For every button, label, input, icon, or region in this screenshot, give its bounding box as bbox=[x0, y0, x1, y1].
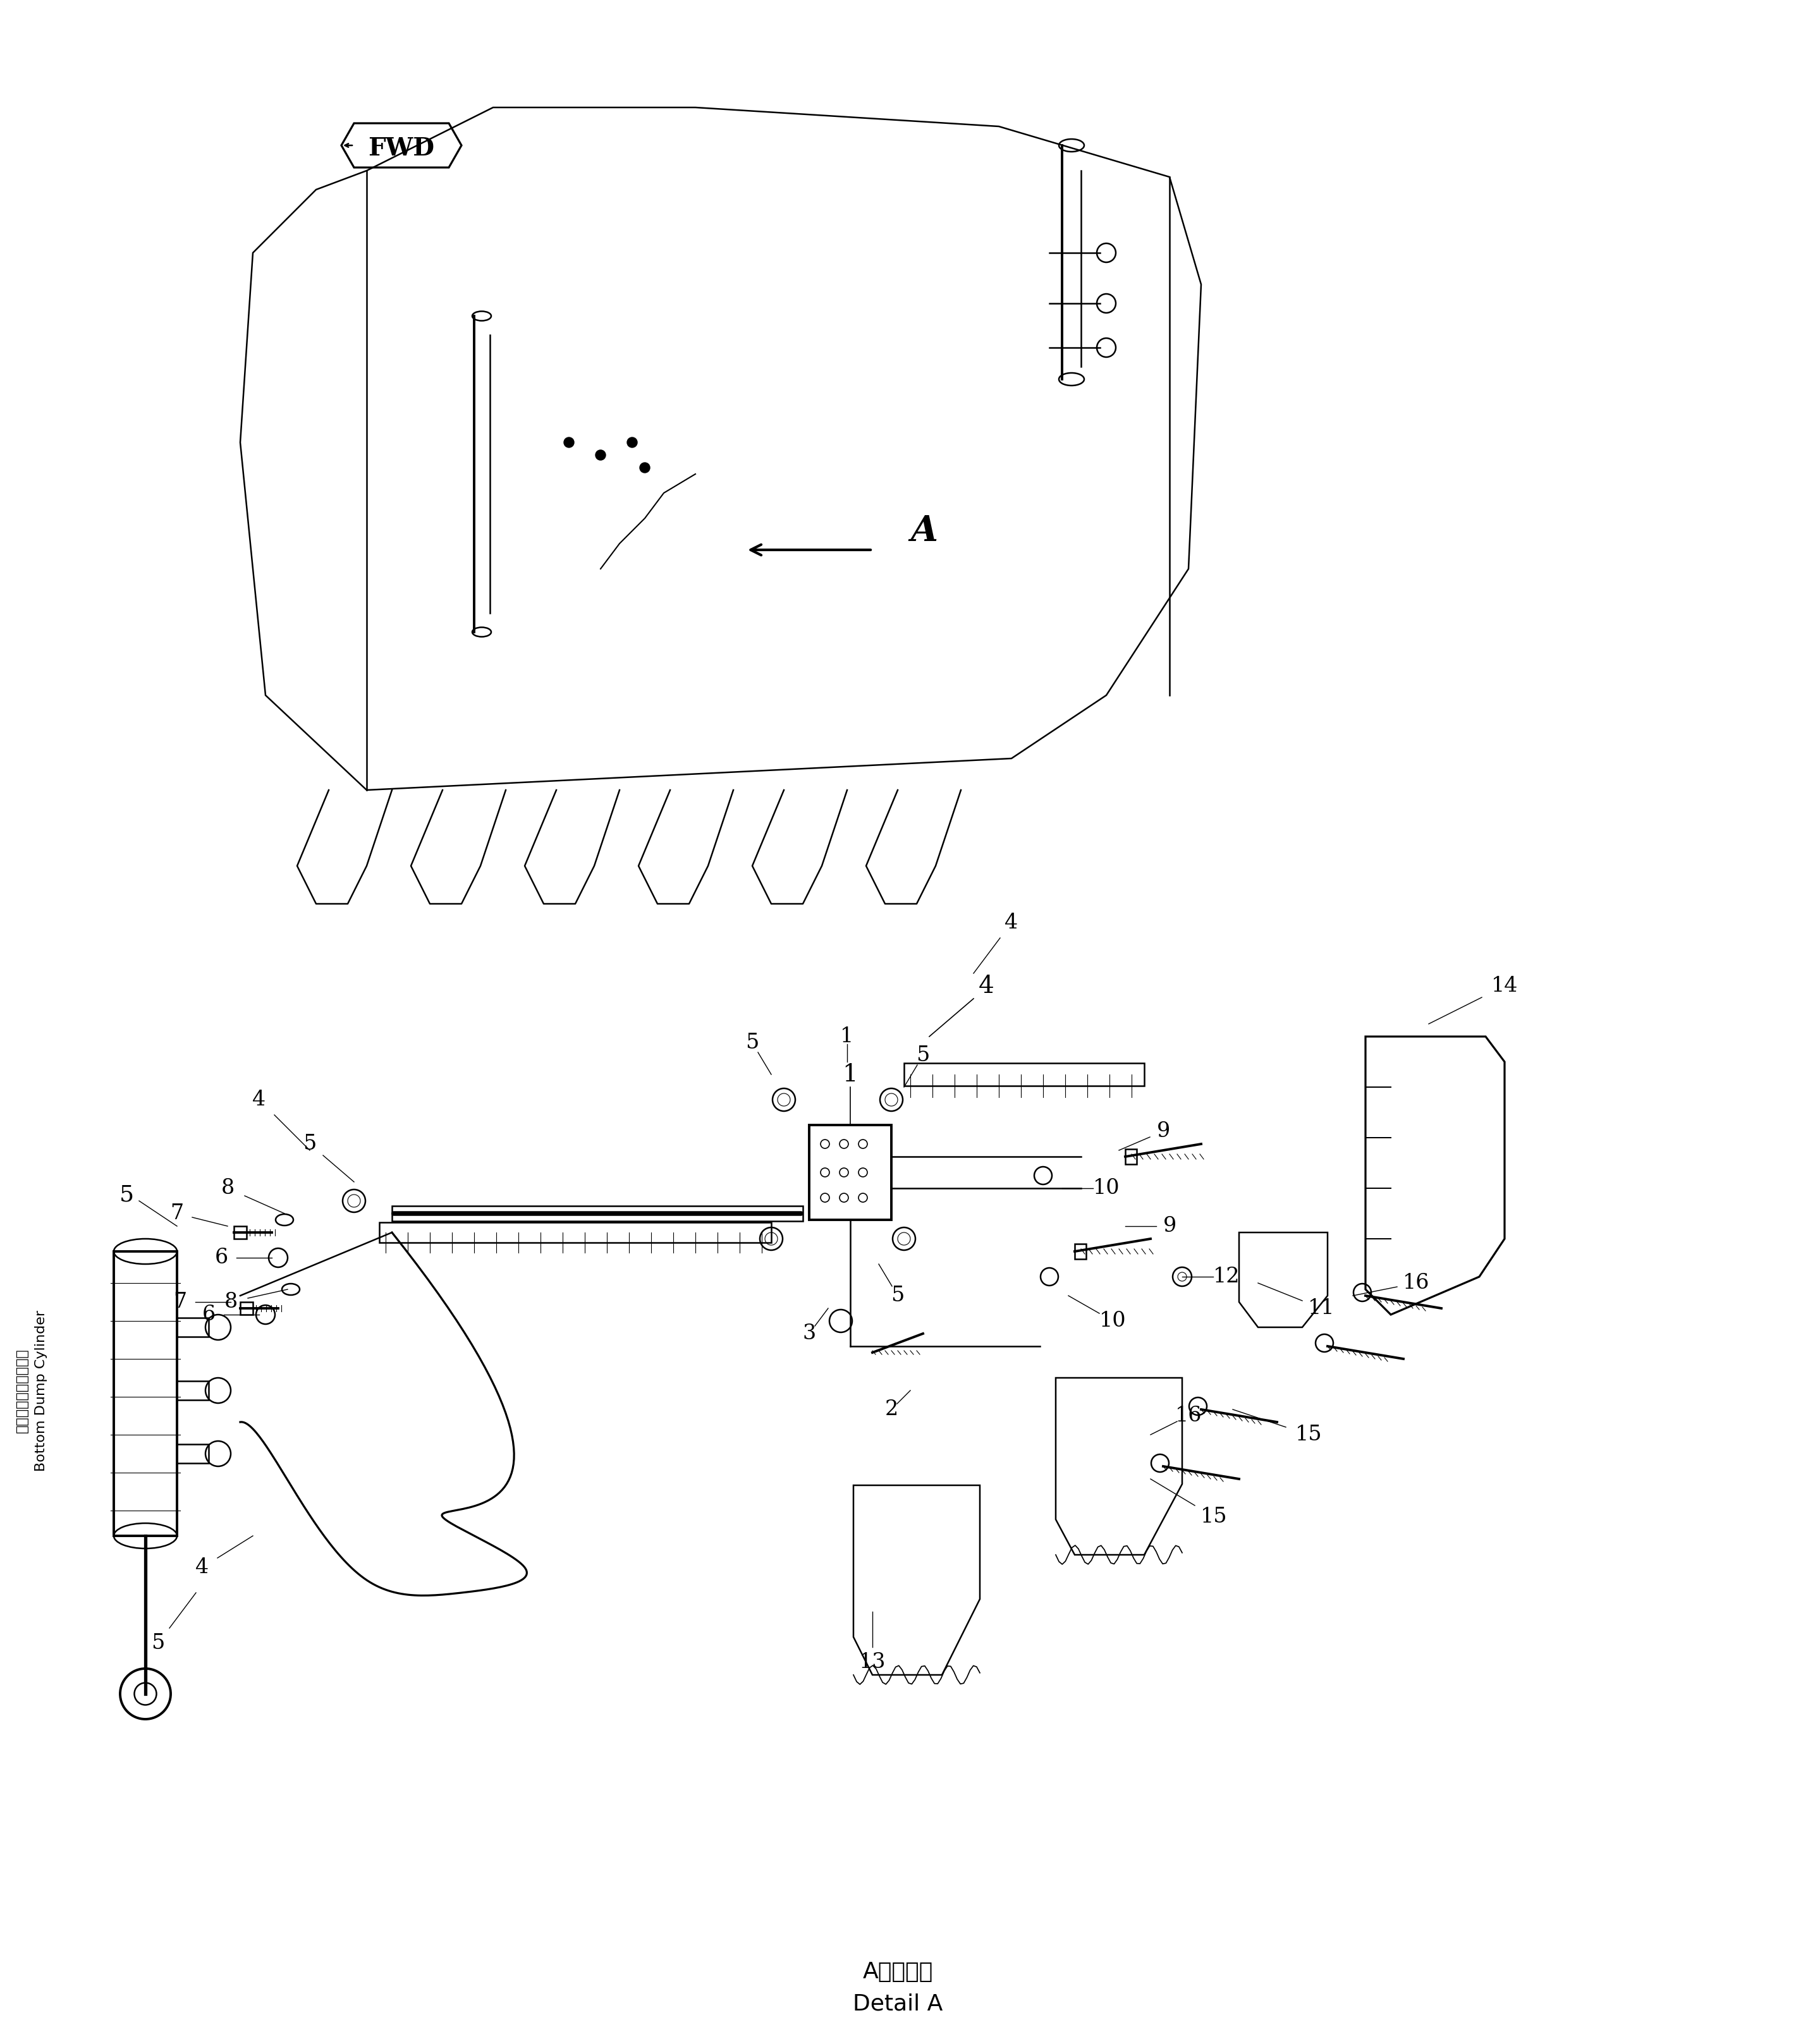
Bar bbox=[903, 1063, 1144, 1085]
Bar bbox=[233, 1226, 246, 1239]
Circle shape bbox=[596, 450, 605, 460]
Text: A　詳　細: A 詳 細 bbox=[862, 1960, 932, 1983]
Text: Bottom Dump Cylinder: Bottom Dump Cylinder bbox=[34, 1310, 47, 1472]
Text: 16: 16 bbox=[1403, 1273, 1430, 1294]
Text: 5: 5 bbox=[745, 1032, 760, 1053]
Text: A: A bbox=[911, 513, 938, 548]
Bar bbox=[1074, 1245, 1087, 1259]
Circle shape bbox=[564, 437, 575, 448]
Text: ボトムダンプシリンダ: ボトムダンプシリンダ bbox=[16, 1349, 29, 1433]
Text: 8: 8 bbox=[221, 1177, 233, 1198]
Circle shape bbox=[639, 462, 650, 472]
Text: 4: 4 bbox=[196, 1558, 208, 1578]
Text: 3: 3 bbox=[803, 1322, 815, 1343]
Bar bbox=[178, 1382, 208, 1400]
Text: 9: 9 bbox=[1162, 1216, 1176, 1237]
Text: 1: 1 bbox=[842, 1063, 858, 1085]
Bar bbox=[241, 1302, 253, 1314]
Text: 4: 4 bbox=[1004, 914, 1018, 932]
Text: 2: 2 bbox=[885, 1400, 898, 1419]
Text: 5: 5 bbox=[916, 1044, 930, 1065]
Text: 5: 5 bbox=[304, 1134, 316, 1155]
Bar bbox=[113, 1251, 178, 1535]
Text: 5: 5 bbox=[151, 1633, 165, 1654]
Text: 4: 4 bbox=[253, 1089, 266, 1110]
Text: 15: 15 bbox=[1200, 1506, 1227, 1527]
Text: 5: 5 bbox=[119, 1183, 133, 1206]
Bar bbox=[178, 1445, 208, 1464]
Text: 14: 14 bbox=[1491, 975, 1518, 995]
Text: 10: 10 bbox=[1092, 1177, 1119, 1198]
Text: 7: 7 bbox=[174, 1292, 187, 1312]
Text: 16: 16 bbox=[1175, 1406, 1202, 1427]
Bar bbox=[392, 1206, 803, 1220]
Text: Detail A: Detail A bbox=[853, 1993, 943, 2013]
Text: 9: 9 bbox=[1157, 1122, 1169, 1141]
Text: 13: 13 bbox=[858, 1652, 885, 1672]
Text: 11: 11 bbox=[1307, 1298, 1334, 1318]
Text: 1: 1 bbox=[841, 1026, 853, 1047]
Text: 7: 7 bbox=[171, 1204, 183, 1224]
Text: 6: 6 bbox=[214, 1247, 228, 1267]
Text: FWD: FWD bbox=[368, 137, 435, 161]
Text: 5: 5 bbox=[891, 1286, 905, 1306]
Circle shape bbox=[627, 437, 638, 448]
Bar bbox=[1126, 1149, 1137, 1165]
Text: 8: 8 bbox=[225, 1292, 237, 1312]
Text: 6: 6 bbox=[201, 1304, 216, 1325]
Bar bbox=[178, 1318, 208, 1337]
Text: 12: 12 bbox=[1212, 1267, 1239, 1288]
Bar bbox=[379, 1222, 770, 1243]
Text: 4: 4 bbox=[979, 975, 993, 997]
Text: 15: 15 bbox=[1295, 1425, 1322, 1445]
Text: 10: 10 bbox=[1099, 1310, 1126, 1331]
